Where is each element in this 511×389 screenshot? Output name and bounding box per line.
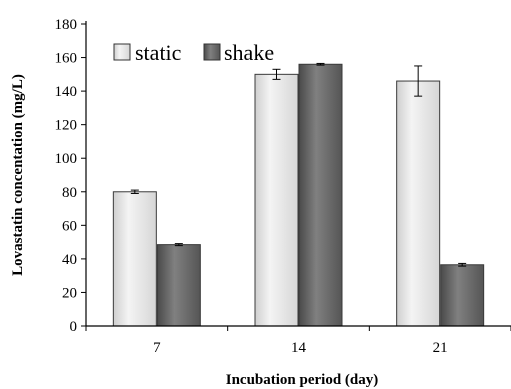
y-tick-label: 160 [55,51,78,67]
x-tick-label: 21 [433,340,448,356]
bar-shake-day-21 [440,264,485,327]
y-tick-label: 100 [55,151,78,167]
y-axis-title: Lovastatin concentation (mg/L) [10,74,26,276]
bar-static-day-7 [112,191,157,327]
legend: static shake [113,40,274,65]
y-tick-label: 0 [70,319,78,335]
y-axis: 0 20 40 60 80 100 120 140 160 180 [55,17,87,335]
y-tick-label: 180 [55,17,78,33]
legend-label-shake: shake [224,40,274,65]
error-bar-static-day-14 [272,68,281,80]
plot-area [112,62,485,327]
error-bar-static-day-21 [414,65,423,97]
legend-label-static: static [135,40,182,65]
x-axis-title: Incubation period (day) [226,372,379,388]
x-tick-label: 7 [153,340,161,356]
error-bar-shake-day-7 [174,243,183,247]
error-bar-static-day-7 [130,189,139,194]
y-tick-label: 80 [62,185,77,201]
y-tick-label: 60 [62,218,77,234]
y-tick-label: 20 [62,285,77,301]
bar-shake-day-7 [156,244,201,327]
x-axis: 7 14 21 [85,325,511,356]
error-bar-shake-day-14 [316,62,325,66]
bar-static-day-14 [254,73,299,327]
error-bar-shake-day-21 [458,262,467,267]
x-tick-label: 14 [291,340,307,356]
legend-swatch-static [113,43,131,61]
y-tick-label: 120 [55,118,78,134]
bar-static-day-21 [396,80,441,327]
legend-swatch-shake [203,43,221,61]
y-tick-label: 140 [55,84,78,100]
bar-shake-day-14 [298,63,343,327]
y-tick-label: 40 [62,252,77,268]
